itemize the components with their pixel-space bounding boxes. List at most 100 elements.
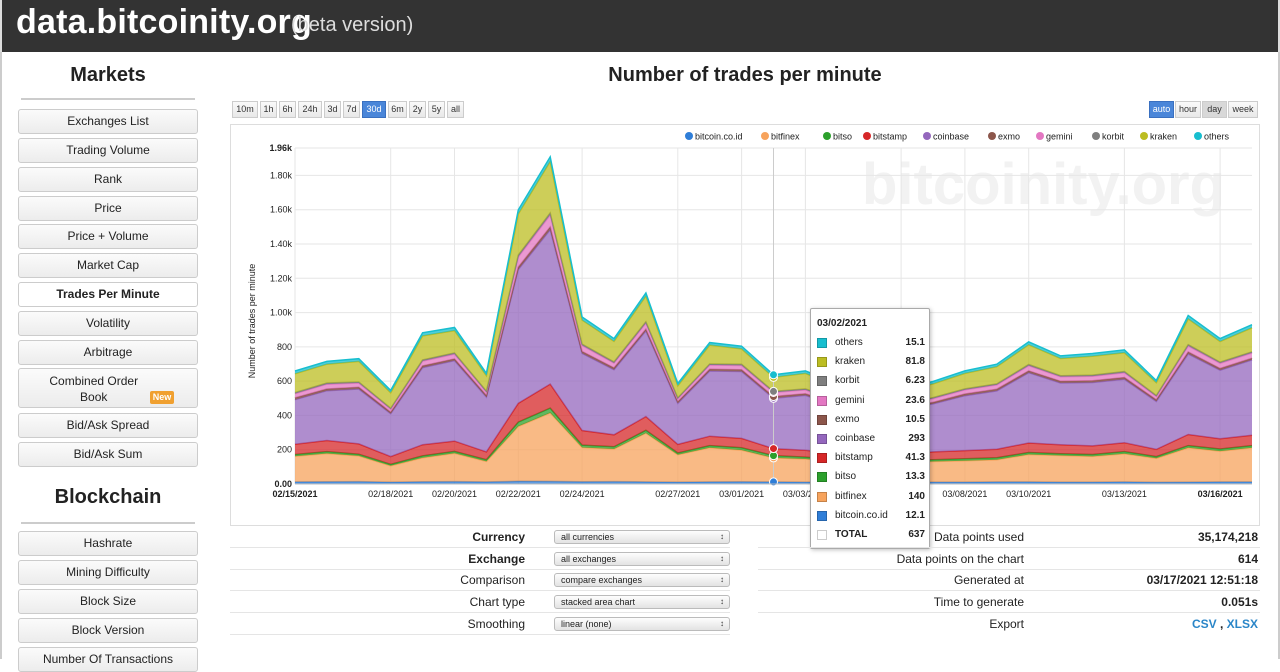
legend-swatch: [1194, 132, 1202, 140]
option-row-chart-type: Chart type stacked area chart ↕: [230, 592, 730, 614]
sidebar-item-label: Volatility: [85, 316, 131, 330]
export-label: Export: [989, 616, 1024, 631]
area-kraken[interactable]: [295, 161, 1252, 409]
sidebar-item-number-of-transactions[interactable]: Number Of Transactions: [18, 647, 198, 672]
legend-label: bitstamp: [873, 132, 907, 142]
legend-item-gemini[interactable]: gemini: [1036, 132, 1073, 142]
legend-item-bitstamp[interactable]: bitstamp: [863, 132, 907, 142]
x-tick-label: 03/10/2021: [1006, 489, 1051, 499]
area-bitfinex[interactable]: [295, 412, 1252, 483]
tooltip-swatch: [817, 530, 827, 540]
chart-type-select[interactable]: stacked area chart ↕: [554, 595, 730, 610]
option-label: Smoothing: [467, 616, 525, 631]
option-row-comparison: Comparison compare exchanges ↕: [230, 570, 730, 592]
sidebar-item-label: Combined Order Book: [49, 374, 139, 404]
resolution-hour-button[interactable]: hour: [1175, 101, 1201, 118]
legend-item-kraken[interactable]: kraken: [1140, 132, 1177, 142]
area-bitstamp[interactable]: [295, 384, 1252, 465]
stat-label: Time to generate: [933, 595, 1024, 610]
legend-swatch: [923, 132, 931, 140]
legend-item-korbit[interactable]: korbit: [1092, 132, 1125, 142]
area-coinbase[interactable]: [295, 229, 1252, 457]
y-tick-label: 800: [277, 342, 292, 352]
hover-marker-bitcoin-co-id: [769, 477, 778, 487]
legend-label: bitso: [833, 132, 852, 142]
sidebar-item-hashrate[interactable]: Hashrate: [18, 531, 198, 556]
export-csv-link[interactable]: CSV: [1191, 616, 1217, 631]
tooltip-swatch: [817, 338, 827, 348]
stacked-area-chart[interactable]: bitcoinity.org 0.00 200 400 600 800 1.00k 1.20k…: [230, 124, 1260, 526]
tooltip-row-bitfinex: bitfinex 140: [817, 490, 925, 506]
sidebar-item-label: Trades Per Minute: [56, 287, 160, 301]
site-logo[interactable]: data.bitcoinity.org: [16, 3, 312, 41]
tooltip-series-value: 41.3: [905, 452, 925, 464]
sidebar-item-combined-order-book[interactable]: Combined Order Book New: [18, 368, 198, 408]
range-1h-button[interactable]: 1h: [260, 101, 277, 118]
x-tick-label: 02/27/2021: [655, 489, 700, 499]
stat-label: Data points used: [933, 530, 1024, 544]
range-6h-button[interactable]: 6h: [279, 101, 296, 118]
tooltip-series-value: 13.3: [905, 471, 925, 483]
select-value: stacked area chart: [561, 597, 636, 608]
select-arrows-icon: ↕: [720, 618, 724, 628]
currency-select[interactable]: all currencies ↕: [554, 530, 730, 544]
sidebar-item-block-size[interactable]: Block Size: [18, 589, 198, 614]
x-tick-label: 03/01/2021: [719, 489, 764, 499]
option-label: Chart type: [469, 595, 525, 610]
range-10m-button[interactable]: 10m: [232, 101, 258, 118]
legend-swatch: [988, 132, 996, 140]
legend-item-exmo[interactable]: exmo: [988, 132, 1020, 142]
resolution-day-button[interactable]: day: [1202, 101, 1227, 118]
sidebar-item-bid-ask-spread[interactable]: Bid/Ask Spread: [18, 413, 198, 438]
sidebar-item-market-cap[interactable]: Market Cap: [18, 253, 198, 278]
legend-item-bitfinex[interactable]: bitfinex: [761, 132, 800, 142]
range-24h-button[interactable]: 24h: [298, 101, 322, 118]
sidebar-item-rank[interactable]: Rank: [18, 167, 198, 192]
legend-label: korbit: [1102, 132, 1125, 142]
x-tick-label: 03/03/2021: [783, 489, 828, 499]
tooltip-series-name: others: [835, 337, 863, 348]
range-30d-button[interactable]: 30d: [362, 101, 386, 118]
range-3d-button[interactable]: 3d: [324, 101, 341, 118]
range-2y-button[interactable]: 2y: [409, 101, 426, 118]
export-xlsx-link[interactable]: XLSX: [1226, 616, 1258, 631]
tooltip-series-name: gemini: [835, 394, 865, 406]
sidebar-item-label: Arbitrage: [83, 345, 133, 359]
tooltip-series-name: kraken: [835, 356, 866, 368]
option-row-smoothing: Smoothing linear (none) ↕: [230, 614, 730, 635]
sidebar-item-trades-per-minute[interactable]: Trades Per Minute: [18, 282, 198, 307]
sidebar-item-label: Price + Volume: [67, 229, 149, 243]
legend-item-coinbase[interactable]: coinbase: [923, 132, 969, 142]
sidebar-item-block-version[interactable]: Block Version: [18, 618, 198, 643]
sidebar-item-bid-ask-sum[interactable]: Bid/Ask Sum: [18, 442, 198, 467]
range-7d-button[interactable]: 7d: [343, 101, 360, 118]
sidebar-item-arbitrage[interactable]: Arbitrage: [18, 340, 198, 365]
smoothing-select[interactable]: linear (none) ↕: [554, 616, 730, 631]
range-all-button[interactable]: all: [447, 101, 464, 118]
sidebar-item-label: Bid/Ask Sum: [73, 447, 143, 461]
sidebar-item-price-volume[interactable]: Price + Volume: [18, 224, 198, 249]
tooltip-total-label: TOTAL: [835, 529, 868, 540]
sidebar-item-mining-difficulty[interactable]: Mining Difficulty: [18, 560, 198, 585]
exchange-select[interactable]: all exchanges ↕: [554, 551, 730, 566]
tooltip-series-value: 140: [908, 490, 925, 502]
sidebar-item-trading-volume[interactable]: Trading Volume: [18, 138, 198, 163]
resolution-auto-button[interactable]: auto: [1149, 101, 1174, 118]
select-value: all exchanges: [561, 553, 617, 564]
tooltip-swatch: [817, 414, 827, 425]
legend-item-bitso[interactable]: bitso: [823, 132, 852, 142]
legend-item-others[interactable]: others: [1194, 132, 1230, 142]
stat-value: 614: [1237, 551, 1258, 566]
tooltip-row-coinbase: coinbase 293: [817, 432, 925, 448]
range-6m-button[interactable]: 6m: [388, 101, 407, 118]
sidebar-item-price[interactable]: Price: [18, 196, 198, 221]
range-5y-button[interactable]: 5y: [428, 101, 445, 118]
markets-divider: [21, 98, 195, 100]
resolution-week-button[interactable]: week: [1228, 101, 1258, 118]
sidebar-item-volatility[interactable]: Volatility: [18, 311, 198, 336]
legend-item-bitcoin-co-id[interactable]: bitcoin.co.id: [685, 132, 743, 142]
sidebar-item-exchanges-list[interactable]: Exchanges List: [18, 109, 198, 134]
tooltip-series-name: coinbase: [835, 433, 876, 444]
comparison-select[interactable]: compare exchanges ↕: [554, 573, 730, 588]
chart-watermark: bitcoinity.org: [862, 152, 1225, 217]
